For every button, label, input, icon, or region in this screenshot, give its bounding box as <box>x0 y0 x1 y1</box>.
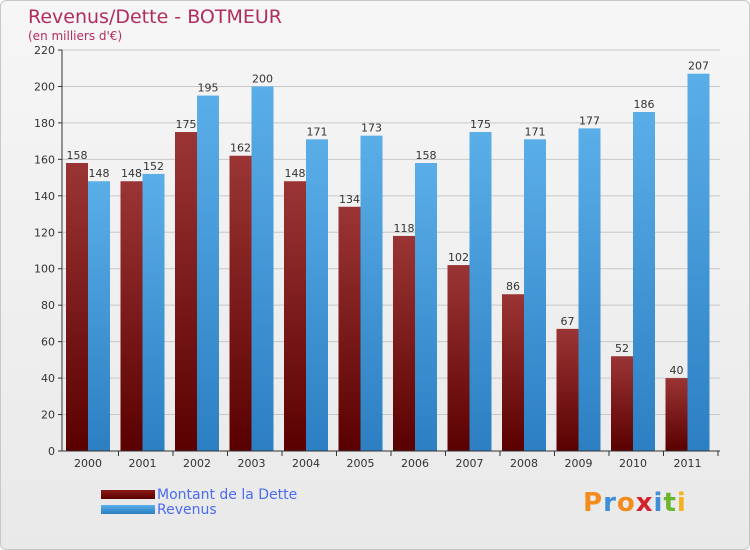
x-tick-label: 2002 <box>183 457 211 470</box>
x-tick-label: 2005 <box>347 457 375 470</box>
logo-letter: P <box>583 488 604 518</box>
bar-debt <box>338 206 361 451</box>
legend: Montant de la Dette Revenus <box>101 486 298 518</box>
x-tick-label: 2001 <box>129 457 157 470</box>
bar-revenue <box>306 139 328 451</box>
bar-revenue <box>469 132 492 452</box>
data-label-debt: 148 <box>121 167 142 180</box>
y-tick-label: 220 <box>34 44 55 57</box>
data-label-revenue: 195 <box>198 82 219 95</box>
bar-revenue <box>360 135 383 451</box>
y-tick-label: 140 <box>34 190 55 203</box>
bar-revenue <box>251 86 274 452</box>
data-label-revenue: 152 <box>143 160 164 173</box>
x-tick-label: 2008 <box>510 457 538 470</box>
bar-debt <box>229 155 252 451</box>
logo-letter: i <box>676 488 687 518</box>
data-label-debt: 134 <box>339 193 360 206</box>
data-label-debt: 148 <box>285 167 306 180</box>
x-tick-label: 2011 <box>674 457 702 470</box>
bar-debt <box>284 181 306 451</box>
legend-label-debt: Montant de la Dette <box>157 486 298 503</box>
data-label-debt: 162 <box>230 142 251 155</box>
y-tick-label: 20 <box>41 409 55 422</box>
proxiti-logo: Proxiti <box>583 488 687 518</box>
chart-subtitle: (en milliers d'€) <box>28 29 123 43</box>
legend-item-revenue: Revenus <box>101 501 297 518</box>
bar-revenue <box>88 181 110 451</box>
y-tick-label: 200 <box>34 80 55 93</box>
data-label-debt: 86 <box>506 280 520 293</box>
data-label-revenue: 148 <box>89 167 110 180</box>
bar-revenue <box>578 128 601 452</box>
data-label-debt: 158 <box>67 149 88 162</box>
data-label-debt: 67 <box>561 315 575 328</box>
bar-revenue <box>633 111 655 452</box>
data-label-revenue: 158 <box>416 149 437 162</box>
bar-debt <box>120 181 143 451</box>
data-label-revenue: 207 <box>688 60 709 73</box>
legend-swatch-revenue <box>101 505 155 514</box>
bar-debt <box>502 294 524 451</box>
data-label-debt: 52 <box>615 342 629 355</box>
data-label-revenue: 200 <box>252 72 273 85</box>
bar-debt <box>447 265 470 451</box>
legend-swatch-debt <box>101 490 155 499</box>
bar-debt <box>175 132 197 452</box>
bar-debt <box>556 328 579 451</box>
x-tick-label: 2009 <box>565 457 593 470</box>
y-tick-label: 60 <box>41 336 55 349</box>
y-tick-label: 80 <box>41 299 55 312</box>
logo-letter: t <box>663 488 677 518</box>
x-tick-label: 2003 <box>238 457 266 470</box>
data-label-debt: 102 <box>448 251 469 264</box>
y-tick-label: 160 <box>34 153 55 166</box>
bar-revenue <box>415 163 437 451</box>
bar-revenue <box>687 73 710 451</box>
x-tick-label: 2007 <box>456 457 484 470</box>
logo-letter: r <box>603 488 617 518</box>
bar-revenue <box>197 95 219 452</box>
y-tick-label: 100 <box>34 263 55 276</box>
y-tick-label: 40 <box>41 372 55 385</box>
data-label-debt: 118 <box>394 222 415 235</box>
bar-debt <box>665 378 688 451</box>
x-tick-label: 2010 <box>619 457 647 470</box>
y-tick-label: 0 <box>48 445 55 458</box>
data-label-revenue: 171 <box>525 125 546 138</box>
legend-item-debt: Montant de la Dette <box>101 486 298 503</box>
chart-title: Revenus/Dette - BOTMEUR <box>28 6 282 28</box>
logo-letter: o <box>616 488 636 518</box>
bar-debt <box>66 163 88 451</box>
data-label-revenue: 177 <box>579 114 600 127</box>
bar-debt <box>611 356 633 451</box>
x-tick-label: 2006 <box>401 457 429 470</box>
y-tick-label: 180 <box>34 117 55 130</box>
logo-letter: i <box>653 488 664 518</box>
y-tick-label: 120 <box>34 226 55 239</box>
data-label-revenue: 171 <box>307 125 328 138</box>
data-label-revenue: 186 <box>634 98 655 111</box>
x-tick-label: 2000 <box>74 457 102 470</box>
x-tick-label: 2004 <box>292 457 320 470</box>
data-label-revenue: 173 <box>361 122 382 135</box>
bar-debt <box>393 235 415 451</box>
data-label-debt: 175 <box>176 118 197 131</box>
data-label-revenue: 175 <box>470 118 491 131</box>
bar-revenue <box>524 139 546 451</box>
legend-label-revenue: Revenus <box>157 501 217 518</box>
data-label-debt: 40 <box>670 364 684 377</box>
bar-revenue <box>142 173 165 452</box>
logo-letter: x <box>635 488 654 518</box>
